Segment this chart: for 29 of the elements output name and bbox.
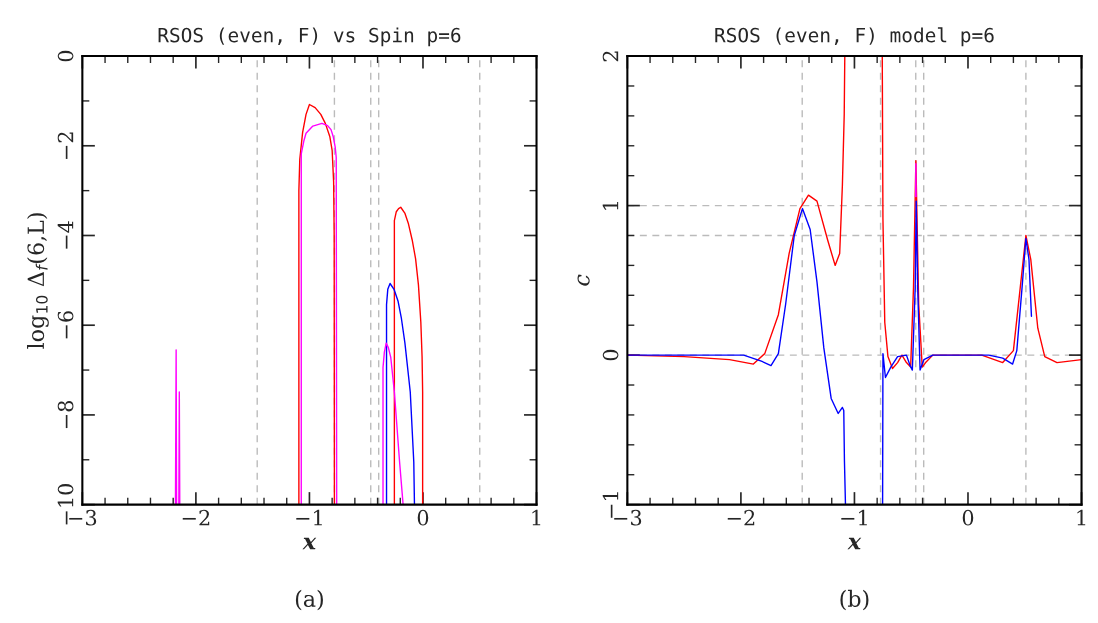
x-tick-label: −2 — [727, 509, 755, 526]
x-tick-label: 0 — [417, 509, 429, 526]
x-tick-label: 1 — [532, 509, 541, 526]
x-tick-label: −1 — [841, 509, 867, 526]
line-series — [881, 200, 1033, 505]
line-series — [627, 207, 847, 505]
line-series — [382, 342, 404, 505]
y-tick-label: −2 — [57, 132, 74, 159]
x-tick-label: 0 — [962, 509, 974, 526]
text: (a) — [295, 589, 323, 611]
y-tick-label: 0 — [57, 50, 74, 62]
y-axis-title: log$_{10}$ Δ$_{f}$(6,L) — [26, 213, 49, 349]
x-axis-title: x — [302, 537, 317, 550]
x-tick-label: −1 — [296, 509, 322, 526]
y-tick-label: −6 — [57, 311, 74, 339]
x-tick-label: 1 — [1077, 509, 1086, 526]
x-tick-label: −2 — [182, 509, 210, 526]
y-tick-label: 0 — [602, 349, 619, 361]
x-axis-title: x — [847, 537, 862, 550]
y-tick-label: 2 — [602, 51, 619, 62]
y-tick-label: 1 — [602, 201, 619, 210]
y-tick-label: −8 — [57, 400, 74, 429]
line-series — [385, 282, 416, 505]
text: (b) — [840, 589, 869, 611]
chart-title: RSOS (even, F) vs Spin p=6 — [158, 27, 461, 47]
line-series — [393, 206, 424, 505]
y-axis-title: c — [577, 274, 590, 286]
y-tick-label: −4 — [57, 221, 74, 249]
chart-title: RSOS (even, F) model p=6 — [715, 27, 994, 47]
